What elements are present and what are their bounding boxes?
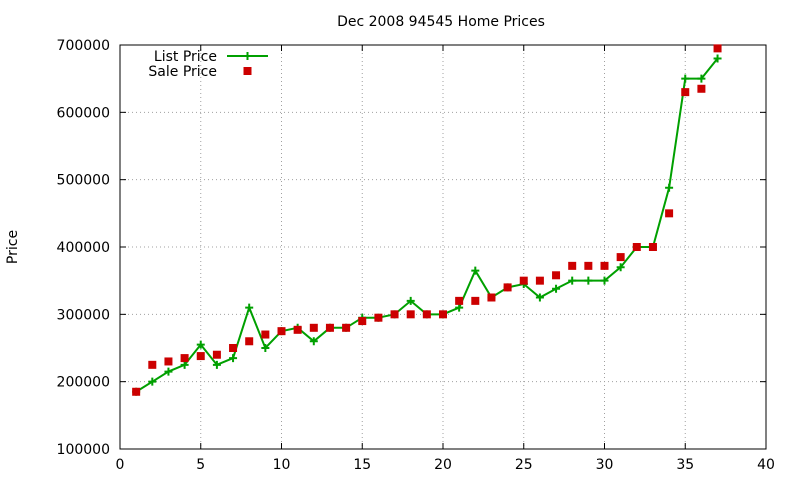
legend-item: List Price: [154, 49, 268, 65]
data-point-square: [487, 293, 496, 302]
legend-label: Sale Price: [148, 64, 217, 80]
series-layer: [132, 44, 722, 396]
x-tick-label: 25: [515, 457, 533, 473]
data-point-plus: [180, 360, 189, 369]
data-point-square: [309, 323, 318, 332]
series-list-price: [132, 54, 722, 396]
data-point-square: [277, 327, 286, 336]
data-point-square: [196, 352, 205, 361]
data-point-square: [439, 310, 447, 319]
data-point-square: [261, 330, 270, 339]
y-tick-label: 200000: [57, 375, 110, 391]
data-point-square: [342, 323, 351, 332]
data-point-plus: [148, 377, 157, 386]
data-point-plus: [164, 367, 173, 376]
data-point-square: [713, 44, 722, 53]
data-point-square: [568, 261, 577, 270]
y-tick-label: 500000: [57, 173, 110, 189]
x-tick-label: 0: [116, 457, 125, 473]
data-point-plus: [309, 337, 318, 346]
x-tick-label: 10: [273, 457, 291, 473]
data-point-plus: [584, 276, 593, 285]
data-point-square: [552, 271, 561, 280]
data-point-square: [390, 310, 399, 319]
y-tick-label: 400000: [57, 240, 110, 256]
x-tick-label: 20: [434, 457, 452, 473]
data-point-square: [293, 325, 302, 334]
data-point-square: [180, 354, 189, 363]
legend-item: Sale Price: [148, 64, 252, 80]
x-tick-label: 35: [676, 457, 694, 473]
data-point-plus: [568, 276, 577, 285]
data-point-plus: [665, 183, 674, 192]
data-point-plus: [681, 74, 690, 83]
data-point-square: [212, 350, 221, 359]
x-tick-label: 30: [596, 457, 614, 473]
x-tick-label: 40: [757, 457, 775, 473]
data-point-square: [148, 360, 157, 369]
data-point-plus: [212, 360, 221, 369]
y-axis-label: Price: [5, 230, 21, 264]
grid-lines: [120, 45, 766, 449]
y-tick-label: 600000: [57, 105, 110, 121]
legend-label: List Price: [154, 49, 217, 65]
data-point-plus: [535, 293, 544, 302]
data-point-plus: [471, 266, 480, 275]
data-point-square: [535, 276, 544, 285]
y-tick-label: 700000: [57, 38, 110, 54]
data-point-square: [455, 296, 464, 305]
legend-swatch-marker: [243, 52, 252, 60]
data-point-square: [681, 88, 690, 97]
data-point-plus: [600, 276, 609, 285]
chart-title: Dec 2008 94545 Home Prices: [337, 14, 545, 30]
series-line: [135, 57, 719, 393]
legend-swatch-marker: [243, 67, 252, 75]
data-point-square: [132, 387, 141, 396]
data-point-plus: [455, 303, 464, 312]
axis-ticks: 0 5 10 15 20 25 30 35 40 100000 200000 300000 400000…: [57, 38, 775, 473]
data-point-plus: [261, 344, 270, 352]
data-point-square: [325, 323, 334, 332]
data-point-square: [632, 243, 641, 251]
data-point-square: [503, 283, 512, 292]
data-point-square: [665, 209, 674, 218]
data-point-plus: [552, 284, 561, 293]
data-point-square: [648, 243, 657, 251]
data-point-square: [422, 310, 431, 319]
data-point-plus: [245, 303, 254, 312]
data-point-plus: [713, 54, 722, 63]
data-point-square: [519, 276, 528, 285]
data-point-square: [471, 296, 480, 305]
x-tick-label: 15: [353, 457, 371, 473]
data-point-plus: [616, 263, 625, 272]
y-tick-label: 300000: [57, 307, 110, 323]
data-point-square: [245, 337, 254, 346]
y-tick-label: 100000: [57, 442, 110, 458]
data-point-plus: [229, 354, 238, 363]
data-point-square: [229, 344, 238, 352]
data-point-square: [600, 261, 609, 270]
data-point-square: [358, 317, 367, 326]
data-point-square: [164, 357, 173, 366]
series-sale-price: [132, 44, 722, 396]
data-point-plus: [406, 296, 415, 305]
data-point-plus: [196, 340, 205, 349]
data-point-square: [697, 84, 706, 93]
data-point-plus: [697, 74, 706, 83]
x-tick-label: 5: [196, 457, 205, 473]
data-point-square: [584, 261, 593, 270]
data-point-square: [374, 313, 383, 322]
data-point-square: [406, 310, 415, 319]
data-point-square: [616, 253, 625, 262]
